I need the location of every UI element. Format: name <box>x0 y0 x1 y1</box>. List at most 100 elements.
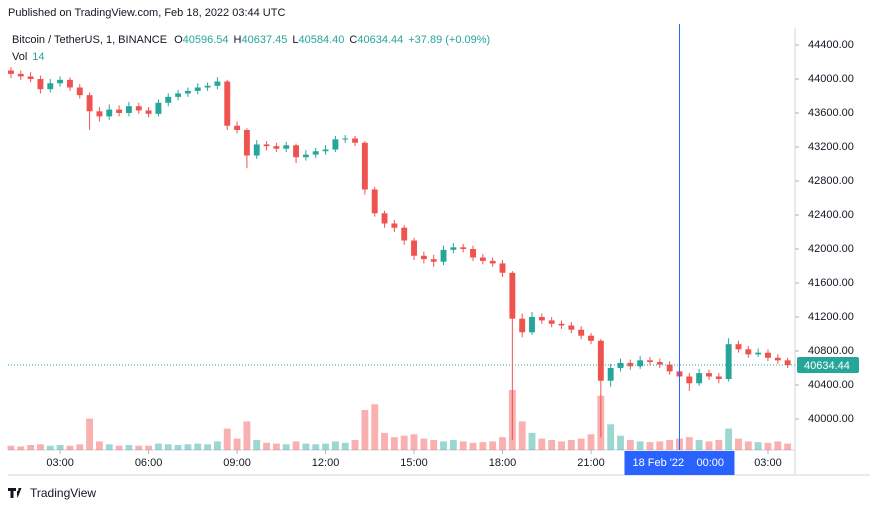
candle-body <box>165 96 172 103</box>
y-tick-label: 40400.00 <box>808 379 854 391</box>
volume-bar <box>213 441 221 450</box>
volume-bar <box>390 437 398 450</box>
candle-body <box>637 360 644 367</box>
volume-bar <box>666 440 674 450</box>
volume-bar <box>499 437 506 450</box>
candle-body <box>66 79 73 88</box>
volume-bar <box>705 441 713 450</box>
candle-body <box>342 138 349 140</box>
candle-body <box>784 360 791 366</box>
candle-body <box>204 85 211 88</box>
ohlc-key: O <box>174 34 183 46</box>
volume-bar <box>626 440 634 450</box>
last-price-label: 40634.44 <box>804 360 850 372</box>
volume-bar <box>253 440 261 450</box>
volume-bar <box>351 440 359 450</box>
volume-bar <box>282 444 290 450</box>
candle-body <box>715 376 722 380</box>
candle-body <box>479 257 486 261</box>
volume-bar <box>56 445 64 450</box>
candle-body <box>548 320 555 324</box>
candle-body <box>184 90 191 94</box>
volume-bar <box>489 441 497 450</box>
volume-bar <box>76 444 84 450</box>
volume-bar <box>784 443 792 450</box>
candle-body <box>509 272 516 319</box>
crosshair-time: 00:00 <box>696 457 724 469</box>
candle-body <box>745 349 752 355</box>
y-tick-label: 42400.00 <box>808 209 854 221</box>
published-note: Published on TradingView.com, Feb 18, 20… <box>8 7 285 19</box>
y-tick-label: 44000.00 <box>808 73 854 85</box>
volume-bar <box>459 441 467 450</box>
volume-bar <box>774 441 782 450</box>
candle-body <box>568 325 575 330</box>
candle-body <box>37 78 44 90</box>
volume-bar <box>312 444 320 450</box>
volume-bar <box>322 443 329 450</box>
volume-bar <box>66 445 74 450</box>
change: +37.89 (+0.09%) <box>408 34 490 46</box>
volume-bar <box>233 438 241 450</box>
volume-bar <box>410 434 418 450</box>
y-tick-label: 42000.00 <box>808 243 854 255</box>
volume-bar <box>567 440 575 450</box>
candle-body <box>125 106 132 113</box>
volume-bar <box>607 424 615 450</box>
ohlc-key: H <box>234 34 242 46</box>
volume-bar <box>86 418 94 450</box>
candle-body <box>450 247 457 250</box>
ohlc-key: L <box>292 34 298 46</box>
candle-body <box>381 213 388 224</box>
volume-bar <box>400 435 408 450</box>
volume-bar <box>105 444 113 450</box>
candle-body <box>588 335 594 341</box>
volume-legend: Vol 14 <box>12 51 45 63</box>
candle-body <box>47 83 54 90</box>
volume-bar <box>194 443 202 450</box>
candle-body <box>755 352 762 355</box>
volume-bar <box>95 441 103 450</box>
candle-body <box>578 329 585 336</box>
candle-body <box>725 344 732 380</box>
volume-bar <box>538 438 546 450</box>
candle-body <box>96 111 103 117</box>
candle-body <box>686 376 693 384</box>
volume-bar <box>371 404 379 450</box>
volume-bar <box>577 438 585 450</box>
candle-body <box>420 255 427 260</box>
candle-body <box>155 102 162 114</box>
volume-bar <box>263 442 271 450</box>
candle-body <box>293 145 300 158</box>
y-tick-label: 40000.00 <box>808 413 854 425</box>
y-tick-label: 40800.00 <box>808 345 854 357</box>
candle-body <box>391 223 398 228</box>
symbol: Bitcoin / TetherUS, 1, BINANCE <box>12 34 167 46</box>
logo <box>8 488 22 498</box>
candle-body <box>529 316 535 333</box>
volume-bar <box>735 438 742 450</box>
candle-body <box>558 323 565 326</box>
volume-bar <box>754 442 762 450</box>
candle-body <box>765 352 771 358</box>
x-tick-label: 18:00 <box>489 457 517 469</box>
volume-bar <box>617 435 624 450</box>
candle-body <box>696 373 703 384</box>
candle-body <box>470 248 476 258</box>
ohlc-value: 40596.54 <box>183 34 229 46</box>
y-tick-label: 42800.00 <box>808 175 854 187</box>
candle-body <box>57 79 64 84</box>
candle-body <box>8 70 14 74</box>
x-tick-label: 06:00 <box>135 457 163 469</box>
candle-body <box>312 151 319 155</box>
volume-bar <box>744 441 752 450</box>
last-price-box <box>797 357 859 374</box>
candle-body <box>440 249 447 262</box>
x-tick-label: 03:00 <box>754 457 782 469</box>
volume-bar <box>587 434 595 450</box>
candle-body <box>519 318 526 333</box>
volume-bar <box>27 445 35 450</box>
volume-bar <box>272 443 280 450</box>
candle-body <box>371 189 378 214</box>
candle-body <box>116 109 123 113</box>
